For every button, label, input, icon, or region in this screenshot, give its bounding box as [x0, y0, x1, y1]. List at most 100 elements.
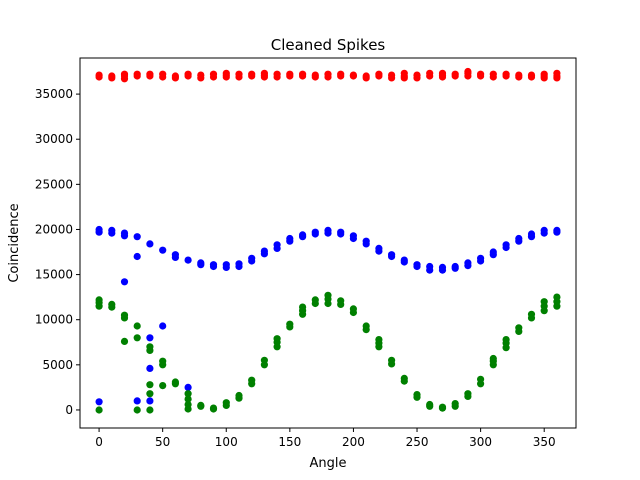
- y-tick-label-2: 10000: [35, 313, 73, 327]
- data-point-s0-10: [146, 70, 154, 78]
- data-point-s0-18: [197, 71, 205, 79]
- data-point-s2-16: [146, 406, 154, 414]
- y-tick-label-5: 25000: [35, 177, 73, 191]
- data-point-s2-22: [184, 390, 192, 398]
- data-point-s0-53: [400, 69, 408, 77]
- data-point-s1-76: [540, 226, 548, 234]
- data-point-s1-58: [426, 262, 434, 271]
- data-point-s1-16: [159, 322, 167, 330]
- data-point-s1-56: [413, 261, 421, 269]
- data-point-s2-42: [286, 320, 294, 328]
- data-point-s2-50: [324, 291, 332, 299]
- data-point-s0-38: [311, 71, 319, 79]
- data-point-s1-64: [464, 259, 472, 267]
- data-point-s2-31: [222, 399, 230, 407]
- data-point-s2-14: [146, 381, 154, 389]
- data-point-s1-26: [222, 261, 230, 269]
- data-point-s0-40: [324, 70, 332, 78]
- data-point-s0-12: [159, 70, 167, 78]
- y-tick-label-1: 5000: [42, 358, 73, 372]
- data-point-s0-46: [362, 72, 370, 80]
- data-point-s0-78: [540, 70, 548, 78]
- data-point-s2-73: [464, 390, 472, 398]
- data-point-s0-57: [426, 69, 434, 77]
- data-point-s0-55: [413, 71, 421, 79]
- data-point-s1-30: [248, 254, 256, 262]
- data-point-s2-15: [146, 390, 154, 398]
- x-tick-label-6: 300: [469, 435, 492, 449]
- data-point-s2-18: [159, 361, 167, 369]
- y-tick-label-0: 0: [65, 403, 73, 417]
- data-point-s1-14: [146, 397, 154, 405]
- data-point-s1-54: [400, 256, 408, 264]
- data-point-s2-29: [209, 405, 218, 413]
- data-point-s0-44: [349, 71, 357, 79]
- data-point-s2-47: [311, 296, 319, 304]
- data-point-s0-3: [108, 72, 116, 80]
- x-tick-label-7: 350: [533, 435, 556, 449]
- data-point-s1-66: [477, 254, 485, 262]
- data-point-s1-44: [337, 228, 345, 236]
- data-point-s2-54: [349, 305, 357, 313]
- data-point-s2-10: [133, 334, 141, 342]
- data-point-s1-34: [273, 241, 281, 249]
- data-point-s2-37: [260, 356, 268, 364]
- data-point-s2-19: [159, 382, 167, 390]
- data-point-s2-27: [197, 402, 205, 410]
- data-point-s0-6: [120, 70, 129, 78]
- data-point-s0-36: [299, 70, 307, 78]
- x-tick-label-0: 0: [95, 435, 103, 449]
- data-point-s0-34: [286, 70, 294, 78]
- data-point-s0-67: [477, 70, 485, 78]
- data-point-s1-62: [451, 262, 459, 271]
- data-point-s1-18: [171, 253, 179, 261]
- data-point-s1-7: [120, 278, 129, 286]
- data-point-s1-48: [362, 237, 370, 245]
- data-point-s2-11: [133, 406, 141, 414]
- data-point-s0-42: [337, 70, 345, 78]
- data-point-s1-40: [311, 228, 319, 236]
- data-point-s1-4: [108, 226, 116, 234]
- data-point-s1-19: [184, 256, 192, 264]
- x-tick-label-2: 100: [215, 435, 238, 449]
- data-point-s1-8: [133, 233, 141, 241]
- data-point-s2-56: [362, 322, 370, 330]
- data-point-s1-15: [159, 246, 167, 254]
- data-point-s0-71: [502, 70, 510, 78]
- data-point-s1-60: [438, 263, 447, 271]
- data-point-s2-45: [299, 303, 307, 311]
- data-point-s0-50: [388, 71, 396, 79]
- data-point-s1-38: [299, 231, 307, 239]
- x-tick-label-4: 200: [342, 435, 365, 449]
- data-point-s2-59: [375, 336, 383, 344]
- y-axis-ticks: 0 5000 10000 15000 20000 25000 30000 35000: [35, 87, 80, 417]
- data-point-s1-52: [388, 251, 396, 259]
- data-point-s1-13: [146, 364, 154, 372]
- data-point-s1-12: [146, 334, 154, 342]
- y-tick-label-4: 20000: [35, 222, 73, 236]
- data-point-s0-62: [451, 70, 459, 78]
- data-point-s0-65: [464, 67, 472, 76]
- data-points: [95, 67, 561, 414]
- plot-frame: [79, 57, 577, 429]
- data-point-s1-20: [184, 383, 192, 391]
- data-point-s1-36: [286, 234, 294, 243]
- data-point-s2-2: [95, 296, 103, 304]
- data-point-s2-35: [248, 376, 256, 384]
- data-point-s2-23: [184, 395, 192, 403]
- data-point-s2-71: [451, 400, 459, 408]
- data-point-s1-70: [502, 241, 510, 249]
- plot-area: [80, 58, 576, 428]
- data-point-s2-63: [400, 374, 408, 382]
- data-point-s2-13: [146, 346, 154, 354]
- data-point-s0-25: [235, 70, 243, 78]
- data-point-s2-21: [171, 380, 179, 388]
- data-point-s2-33: [235, 391, 243, 400]
- data-point-s0-1: [95, 71, 103, 79]
- data-point-s0-32: [273, 70, 281, 78]
- data-point-s0-14: [171, 72, 179, 80]
- data-point-s2-8: [120, 337, 129, 345]
- data-point-s2-85: [527, 310, 536, 318]
- data-point-s0-8: [133, 70, 141, 78]
